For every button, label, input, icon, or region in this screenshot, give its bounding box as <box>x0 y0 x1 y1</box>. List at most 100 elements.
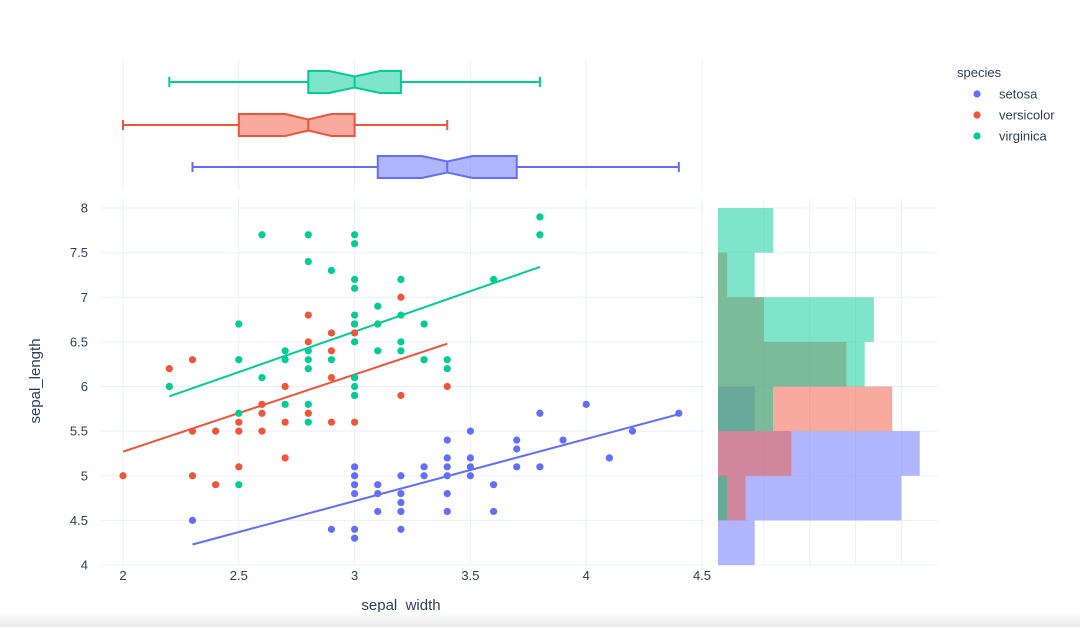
data-point[interactable] <box>443 472 451 480</box>
data-point[interactable] <box>397 498 405 507</box>
data-point[interactable] <box>397 338 405 346</box>
data-point[interactable] <box>351 490 359 498</box>
data-point[interactable] <box>327 418 336 426</box>
data-point[interactable] <box>351 338 359 346</box>
data-point[interactable] <box>443 454 451 462</box>
data-point[interactable] <box>443 463 451 471</box>
data-point[interactable] <box>351 284 359 292</box>
data-point[interactable] <box>351 382 359 391</box>
data-point[interactable] <box>304 338 312 346</box>
data-point[interactable] <box>258 409 266 417</box>
data-point[interactable] <box>304 400 312 408</box>
data-point[interactable] <box>304 257 312 266</box>
data-point[interactable] <box>327 347 336 355</box>
data-point[interactable] <box>513 445 521 453</box>
data-point[interactable] <box>559 436 567 444</box>
data-point[interactable] <box>188 472 197 480</box>
data-point[interactable] <box>374 490 382 498</box>
data-point[interactable] <box>351 320 359 328</box>
data-point[interactable] <box>443 507 451 516</box>
data-point[interactable] <box>374 320 382 328</box>
data-point[interactable] <box>304 356 312 364</box>
data-point[interactable] <box>281 418 289 426</box>
data-point[interactable] <box>628 427 637 435</box>
data-point[interactable] <box>188 516 197 524</box>
data-point[interactable] <box>420 472 428 480</box>
data-point[interactable] <box>281 347 289 355</box>
data-point[interactable] <box>281 454 289 462</box>
data-point[interactable] <box>258 231 266 239</box>
data-point[interactable] <box>489 275 498 283</box>
data-point[interactable] <box>489 481 498 489</box>
data-point[interactable] <box>304 418 312 426</box>
data-point[interactable] <box>374 507 382 516</box>
data-point[interactable] <box>397 490 405 498</box>
data-point[interactable] <box>327 373 336 382</box>
data-point[interactable] <box>466 454 474 462</box>
data-point[interactable] <box>374 302 382 310</box>
data-point[interactable] <box>351 463 359 471</box>
data-point[interactable] <box>327 266 336 275</box>
data-point[interactable] <box>513 463 521 471</box>
legend-item-setosa[interactable]: setosa <box>973 87 1038 102</box>
data-point[interactable] <box>304 347 312 355</box>
data-point[interactable] <box>327 525 336 533</box>
data-point[interactable] <box>327 356 336 364</box>
data-point[interactable] <box>420 463 428 471</box>
data-point[interactable] <box>466 427 474 435</box>
data-point[interactable] <box>351 311 359 319</box>
data-point[interactable] <box>258 427 266 435</box>
data-point[interactable] <box>351 481 359 489</box>
data-point[interactable] <box>212 481 220 489</box>
data-point[interactable] <box>536 231 544 239</box>
data-point[interactable] <box>304 365 312 373</box>
data-point[interactable] <box>536 409 544 417</box>
data-point[interactable] <box>536 463 544 471</box>
data-point[interactable] <box>212 427 220 435</box>
data-point[interactable] <box>304 231 312 239</box>
data-point[interactable] <box>304 311 312 319</box>
data-point[interactable] <box>281 400 289 408</box>
data-point[interactable] <box>466 463 474 471</box>
data-point[interactable] <box>397 525 405 533</box>
data-point[interactable] <box>258 373 266 382</box>
data-point[interactable] <box>235 356 243 364</box>
data-point[interactable] <box>582 400 590 408</box>
data-point[interactable] <box>235 427 243 435</box>
data-point[interactable] <box>443 490 451 498</box>
data-point[interactable] <box>235 320 243 328</box>
data-point[interactable] <box>281 382 289 391</box>
data-point[interactable] <box>351 418 359 426</box>
data-point[interactable] <box>188 427 197 435</box>
data-point[interactable] <box>513 436 521 444</box>
data-point[interactable] <box>165 382 173 391</box>
data-point[interactable] <box>397 347 405 355</box>
data-point[interactable] <box>351 240 359 248</box>
data-point[interactable] <box>397 391 405 400</box>
data-point[interactable] <box>351 534 359 542</box>
data-point[interactable] <box>351 525 359 533</box>
data-point[interactable] <box>235 418 243 426</box>
data-point[interactable] <box>235 481 243 489</box>
data-point[interactable] <box>351 391 359 400</box>
data-point[interactable] <box>420 320 428 328</box>
data-point[interactable] <box>374 481 382 489</box>
data-point[interactable] <box>536 213 544 221</box>
data-point[interactable] <box>351 275 359 283</box>
data-point[interactable] <box>188 356 197 364</box>
data-point[interactable] <box>443 356 451 364</box>
data-point[interactable] <box>420 356 428 364</box>
data-point[interactable] <box>489 507 498 516</box>
data-point[interactable] <box>304 409 312 417</box>
data-point[interactable] <box>281 356 289 364</box>
data-point[interactable] <box>258 400 266 408</box>
data-point[interactable] <box>351 329 359 337</box>
data-point[interactable] <box>397 275 405 283</box>
data-point[interactable] <box>374 347 382 355</box>
data-point[interactable] <box>397 507 405 516</box>
data-point[interactable] <box>397 472 405 480</box>
data-point[interactable] <box>605 454 613 462</box>
data-point[interactable] <box>351 231 359 239</box>
data-point[interactable] <box>235 409 243 417</box>
data-point[interactable] <box>443 382 451 391</box>
